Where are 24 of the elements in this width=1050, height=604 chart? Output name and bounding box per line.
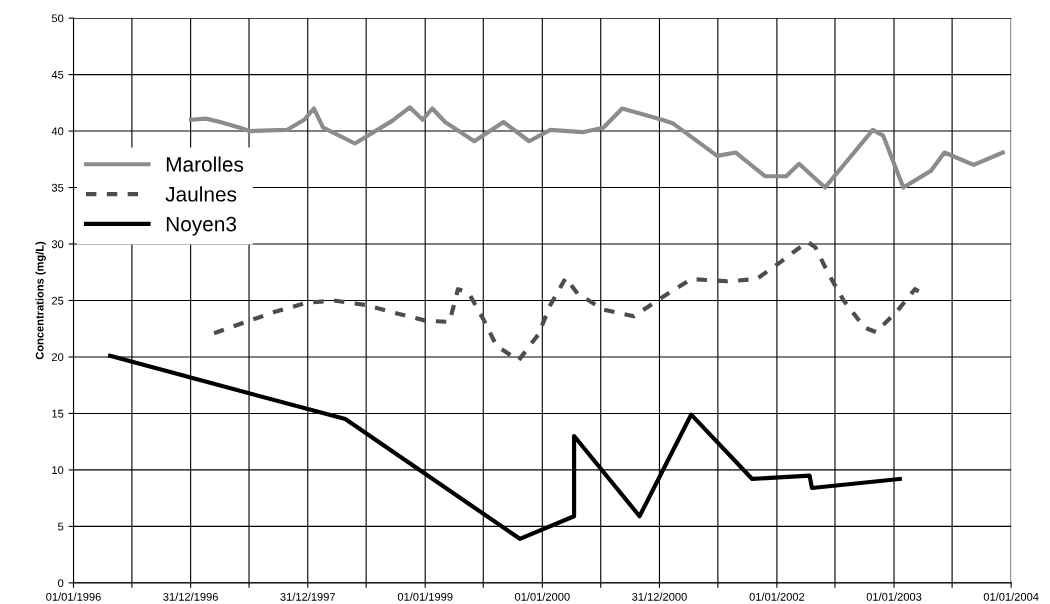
y-tick-label: 0 (58, 579, 64, 587)
legend-label: Marolles (166, 156, 244, 172)
x-tick-label: 31/12/1997 (280, 592, 335, 601)
y-tick-label: 35 (51, 183, 64, 192)
x-tick-label: 01/01/2003 (866, 592, 922, 601)
y-tick-label: 45 (51, 70, 64, 79)
x-tick-label: 01/01/2002 (749, 592, 805, 601)
y-tick-label: 15 (52, 409, 64, 418)
x-tick-label: 01/01/2004 (983, 592, 1039, 601)
x-tick-label: 01/01/1996 (46, 592, 101, 601)
y-tick-label: 50 (51, 14, 64, 23)
y-axis-title: Concentrations (mg/L) (35, 241, 46, 360)
legend-label: Noyen3 (166, 216, 237, 236)
y-tick-label: 5 (58, 522, 64, 531)
x-tick-label: 31/12/1996 (163, 592, 218, 601)
y-tick-label: 40 (51, 127, 64, 136)
x-tick-label: 31/12/2000 (632, 592, 687, 601)
y-tick-label: 10 (52, 466, 64, 475)
y-tick-label: 20 (51, 353, 64, 362)
y-tick-label: 30 (51, 240, 64, 249)
x-tick-label: 01/01/2000 (514, 592, 570, 601)
x-tick-label: 01/01/1999 (397, 592, 453, 601)
y-tick-label: 25 (51, 296, 64, 305)
legend-label: Jaulnes (165, 186, 237, 202)
